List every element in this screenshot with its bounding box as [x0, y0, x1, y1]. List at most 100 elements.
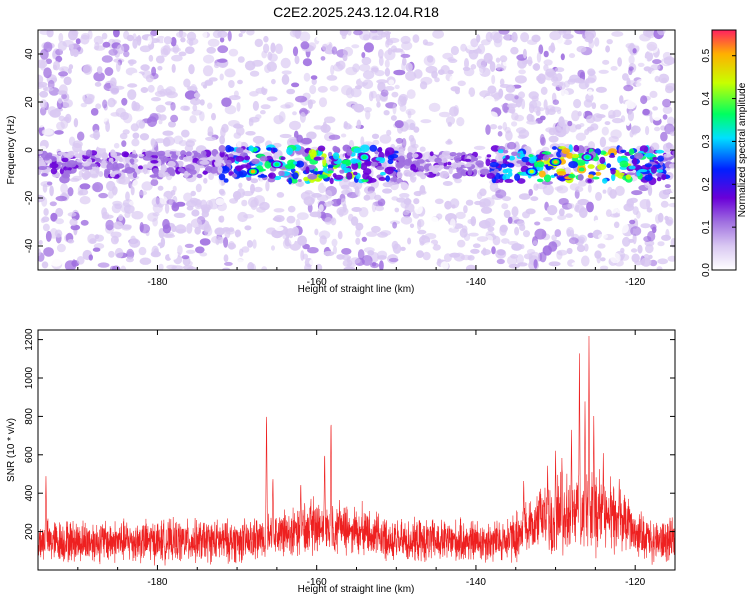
heatmap-cell [369, 144, 378, 152]
heatmap-cell [643, 30, 654, 37]
y-tick-label: 1200 [24, 328, 35, 351]
heatmap-cell [169, 151, 175, 155]
heatmap-cell [307, 203, 313, 213]
heatmap-cell [561, 148, 571, 154]
heatmap-cell [652, 106, 658, 111]
heatmap-cell [317, 86, 328, 93]
heatmap-cell [598, 69, 609, 74]
heatmap-cell [68, 64, 74, 70]
heatmap-cell [83, 171, 92, 179]
heatmap-cell [387, 158, 394, 165]
heatmap-cell [60, 183, 68, 194]
heatmap-cell [93, 71, 105, 82]
heatmap-cell [67, 160, 77, 168]
heatmap-cell [299, 111, 306, 123]
heatmap-cell [185, 164, 195, 173]
heatmap-cell [68, 151, 75, 158]
heatmap-cell [219, 150, 225, 158]
heatmap-cell [534, 228, 547, 240]
colorbar-tick-label: 0.2 [701, 177, 712, 191]
heatmap-cell [145, 74, 154, 83]
heatmap-cell [432, 244, 441, 251]
heatmap-cell [360, 144, 370, 153]
heatmap-cell [184, 144, 194, 152]
heatmap-cell [38, 116, 47, 128]
heatmap-cell [367, 177, 377, 183]
heatmap-cell [439, 170, 450, 179]
heatmap-cell [485, 235, 494, 243]
heatmap-cell [587, 184, 592, 193]
heatmap-cell [480, 249, 491, 256]
heatmap-cell [396, 171, 403, 179]
heatmap-cell [587, 164, 595, 169]
heatmap-cell [498, 30, 510, 35]
heatmap-cell [608, 109, 616, 119]
heatmap-cell [67, 187, 74, 197]
heatmap-cell [400, 246, 406, 251]
heatmap-cell [453, 155, 462, 162]
heatmap-cell [234, 259, 247, 269]
heatmap-cell [494, 168, 499, 173]
heatmap-cell [166, 91, 178, 99]
heatmap-hot-spot [585, 155, 590, 159]
heatmap-cell [186, 138, 197, 143]
heatmap-cell [294, 55, 300, 65]
heatmap-cell [172, 44, 179, 54]
heatmap-cell [416, 100, 427, 106]
heatmap-cell [437, 69, 445, 75]
heatmap-cell [316, 36, 326, 42]
heatmap-cell [477, 43, 486, 55]
heatmap-cell [502, 169, 509, 174]
heatmap-cell [150, 30, 158, 37]
heatmap-cell [479, 168, 490, 175]
heatmap-cell [634, 260, 642, 266]
heatmap-cell [363, 247, 375, 253]
heatmap-cell [175, 224, 187, 234]
heatmap-cell [380, 95, 388, 103]
heatmap-cell [92, 247, 101, 252]
heatmap-cell [545, 107, 550, 116]
heatmap-cell [346, 262, 356, 268]
heatmap-cell [340, 133, 347, 138]
heatmap-cell [74, 153, 84, 159]
heatmap-cell [646, 41, 658, 51]
heatmap-cell [438, 111, 451, 118]
heatmap-cell [638, 169, 648, 173]
heatmap-cell [597, 163, 607, 171]
heatmap-cell [450, 218, 456, 229]
heatmap-cell [223, 254, 229, 263]
heatmap-cell [217, 45, 229, 54]
heatmap-cell [480, 206, 493, 214]
heatmap-cell [647, 230, 656, 242]
heatmap-cell [265, 227, 277, 235]
heatmap-cell [375, 157, 385, 162]
heatmap-cell [604, 121, 611, 126]
heatmap-cell [145, 150, 154, 157]
heatmap-cell [409, 223, 415, 229]
heatmap-cell [241, 199, 248, 207]
heatmap-cell [554, 67, 565, 73]
heatmap-cell [271, 245, 275, 251]
heatmap-cell [652, 110, 662, 121]
heatmap-cell [462, 124, 469, 136]
heatmap-cell [244, 60, 256, 71]
heatmap-cell [292, 111, 297, 116]
heatmap-cell [238, 182, 243, 189]
heatmap-cell [203, 54, 215, 64]
heatmap-cell [635, 79, 647, 89]
heatmap-cell [207, 126, 214, 137]
heatmap-cell [627, 110, 635, 122]
heatmap-cell [412, 34, 420, 43]
heatmap-cell [212, 30, 222, 39]
heatmap-cell [318, 204, 324, 212]
x-tick-label: -140 [466, 577, 486, 588]
heatmap-cell [41, 173, 48, 177]
heatmap-cell [661, 77, 668, 83]
heatmap-cell [461, 225, 468, 234]
heatmap-cell [577, 111, 582, 117]
heatmap-cell [151, 97, 161, 102]
heatmap-cell [424, 172, 430, 176]
heatmap-cell [419, 146, 426, 152]
heatmap-cell [558, 208, 565, 217]
heatmap-cell [121, 140, 127, 148]
